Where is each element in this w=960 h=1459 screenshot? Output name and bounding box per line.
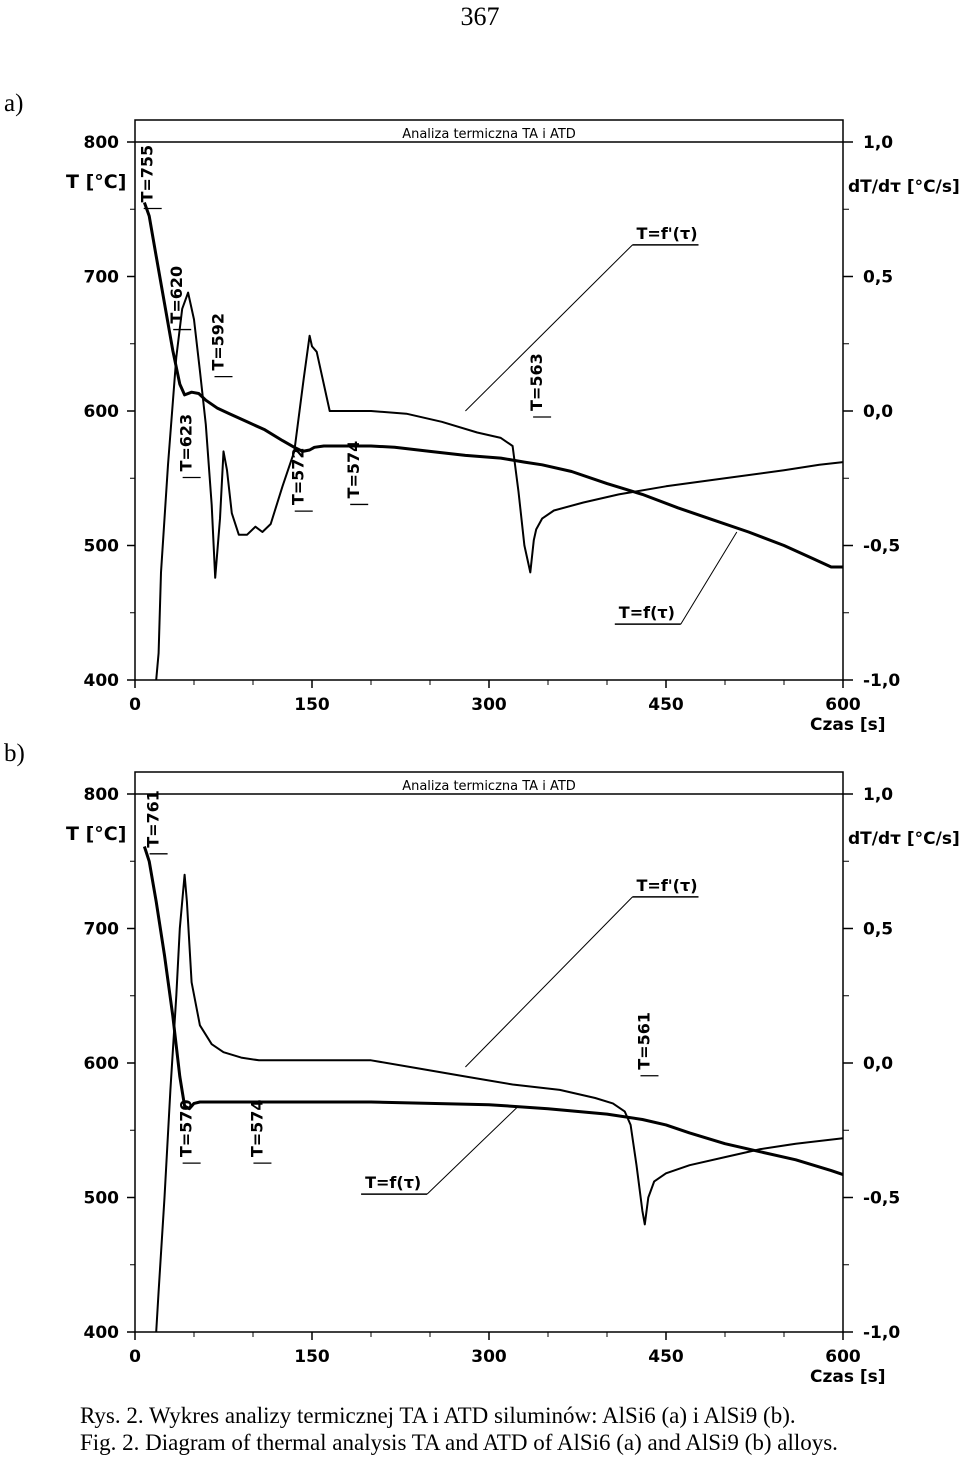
- y-tick-label: 700: [84, 268, 120, 288]
- y2-tick-label: 0,5: [863, 920, 893, 940]
- chart-title: Analiza termiczna TA i ATD: [402, 127, 576, 142]
- point-annotation: T=620: [167, 266, 186, 324]
- y-axis-title: T [°C]: [66, 171, 126, 193]
- y-tick-label: 400: [84, 671, 120, 691]
- y2-tick-label: 0,5: [863, 268, 893, 288]
- x-tick-label: 150: [294, 1347, 330, 1367]
- caption-polish: Rys. 2. Wykres analizy termicznej TA i A…: [80, 1403, 796, 1428]
- thermal-analysis-chart-b: Analiza termiczna TA i ATD 400 500 600 700 80…: [66, 771, 960, 1387]
- y-tick-label: 400: [84, 1323, 120, 1343]
- point-annotation: T=572: [289, 447, 308, 505]
- point-annotation: T=755: [138, 145, 157, 203]
- x-tick-label: 300: [471, 695, 507, 715]
- leader-line: [680, 531, 738, 625]
- derivative-curve: [155, 873, 844, 1333]
- y-tick-label: 800: [84, 133, 120, 153]
- x-tick-label: 0: [129, 1347, 141, 1367]
- chart-title: Analiza termiczna TA i ATD: [402, 779, 576, 794]
- x-axis-title: Czas [s]: [810, 1367, 886, 1387]
- y2-tick-label: 1,0: [863, 133, 893, 153]
- y2-tick-label: 0,0: [863, 402, 893, 422]
- point-annotation: T=574: [247, 1099, 266, 1157]
- y-tick-label: 800: [84, 785, 120, 805]
- y2-tick-label: -1,0: [863, 671, 900, 691]
- series-label: T=f'(τ): [637, 876, 698, 895]
- point-annotation: T=574: [344, 441, 363, 499]
- point-annotation: T=570: [177, 1099, 196, 1157]
- leader-line: [465, 244, 633, 412]
- x-tick-label: 300: [471, 1347, 507, 1367]
- plot-frame: [134, 771, 844, 1333]
- figure-caption: Rys. 2. Wykres analizy termicznej TA i A…: [80, 1402, 960, 1456]
- page-number: 367: [460, 2, 500, 31]
- y2-tick-label: -0,5: [863, 537, 900, 557]
- series-label: T=f'(τ): [637, 224, 698, 243]
- plot-frame: [134, 119, 844, 681]
- derivative-curve: [155, 291, 844, 681]
- y2-axis-title: dT/dτ [°C/s]: [848, 177, 960, 197]
- caption-english: Fig. 2. Diagram of thermal analysis TA a…: [80, 1430, 838, 1455]
- leader-line: [426, 1105, 519, 1195]
- y-tick-label: 500: [84, 537, 120, 557]
- point-annotation: T=563: [527, 353, 546, 411]
- panel-b-label: b): [4, 740, 25, 767]
- y-tick-label: 700: [84, 920, 120, 940]
- point-annotation: T=761: [144, 790, 163, 848]
- y2-tick-label: 0,0: [863, 1054, 893, 1074]
- y2-axis-title: dT/dτ [°C/s]: [848, 829, 960, 849]
- x-tick-label: 0: [129, 695, 141, 715]
- y-tick-label: 600: [84, 402, 120, 422]
- panel-a-label: a): [4, 90, 24, 117]
- thermal-analysis-chart-a: Analiza termiczna TA i ATD 400 500 600 700 80…: [66, 119, 960, 735]
- x-tick-label: 450: [648, 695, 684, 715]
- x-tick-label: 600: [825, 695, 861, 715]
- y-axis-title: T [°C]: [66, 823, 126, 845]
- series-label: T=f(τ): [365, 1173, 421, 1192]
- y2-tick-label: -1,0: [863, 1323, 900, 1343]
- point-annotation: T=561: [634, 1012, 653, 1070]
- point-annotation: T=623: [177, 414, 196, 472]
- x-tick-label: 450: [648, 1347, 684, 1367]
- y2-tick-label: -0,5: [863, 1189, 900, 1209]
- y-tick-label: 600: [84, 1054, 120, 1074]
- y2-tick-label: 1,0: [863, 785, 893, 805]
- leader-line: [465, 896, 633, 1068]
- x-tick-label: 600: [825, 1347, 861, 1367]
- series-label: T=f(τ): [619, 603, 675, 622]
- x-tick-label: 150: [294, 695, 330, 715]
- x-axis-title: Czas [s]: [810, 715, 886, 735]
- y-tick-label: 500: [84, 1189, 120, 1209]
- temperature-curve: [142, 201, 843, 569]
- point-annotation: T=592: [209, 313, 228, 371]
